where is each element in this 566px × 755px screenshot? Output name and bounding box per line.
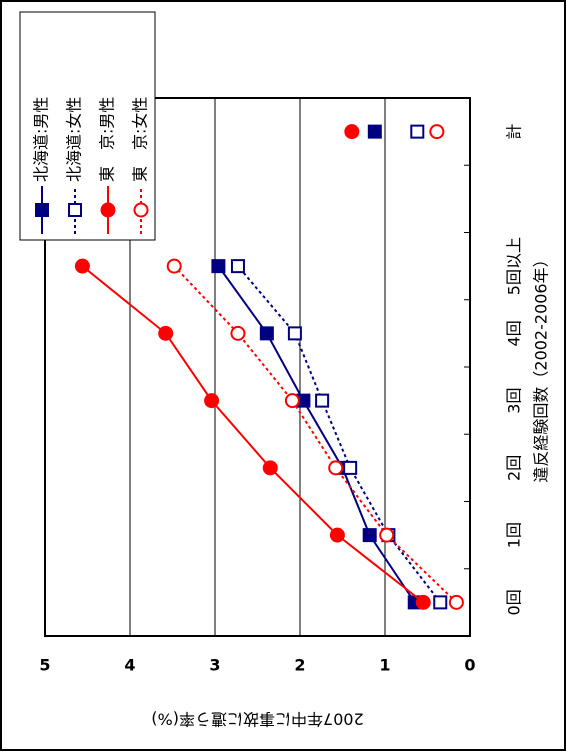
point <box>415 594 431 610</box>
point <box>328 460 344 476</box>
y-tick-label: 1 <box>379 656 390 675</box>
point <box>367 124 382 139</box>
point <box>379 527 395 543</box>
series-line <box>237 265 442 603</box>
x-tick-label: 2回 <box>505 455 524 481</box>
legend-box <box>19 11 156 241</box>
x-tick-label: 0回 <box>505 589 524 615</box>
point <box>433 595 448 610</box>
point <box>344 124 360 140</box>
point <box>74 258 90 274</box>
point <box>429 124 445 140</box>
legend-label: 北海道:男性 <box>32 97 51 182</box>
x-axis-label: 違反経験回数（2002-2006年） <box>532 251 551 482</box>
x-tick-label: 5回以上 <box>505 237 524 295</box>
series-line <box>81 265 424 604</box>
point <box>448 594 464 610</box>
legend-marker <box>133 202 149 218</box>
point <box>284 393 300 409</box>
y-tick-label: 4 <box>124 656 135 675</box>
x-tick-label: 3回 <box>505 388 524 414</box>
point <box>259 326 274 341</box>
legend-label: 東 京:女性 <box>131 97 150 182</box>
legend-marker <box>35 203 49 217</box>
y-tick-label: 0 <box>464 656 475 675</box>
point <box>410 124 425 139</box>
x-tick-label: 4回 <box>505 320 524 346</box>
legend-marker <box>68 203 82 217</box>
x-tick-label: 計 <box>505 124 524 140</box>
point <box>343 460 358 475</box>
point <box>230 259 245 274</box>
y-tick-label: 2 <box>294 656 305 675</box>
point <box>329 527 345 543</box>
point <box>262 460 278 476</box>
y-tick-label: 5 <box>39 656 50 675</box>
point <box>211 259 226 274</box>
point <box>204 393 220 409</box>
x-tick-label: 1回 <box>505 522 524 548</box>
series-line <box>173 265 458 604</box>
y-tick-label: 3 <box>209 656 220 675</box>
point <box>315 393 330 408</box>
point <box>166 258 182 274</box>
legend-marker <box>100 202 116 218</box>
point <box>362 528 377 543</box>
point <box>230 325 246 341</box>
point <box>287 326 302 341</box>
point <box>158 325 174 341</box>
legend-label: 北海道:女性 <box>65 97 84 182</box>
y-axis-label: 2007年中に事故に遭う率(%) <box>151 710 363 729</box>
series-line <box>217 265 416 603</box>
legend-label: 東 京:男性 <box>98 97 117 182</box>
